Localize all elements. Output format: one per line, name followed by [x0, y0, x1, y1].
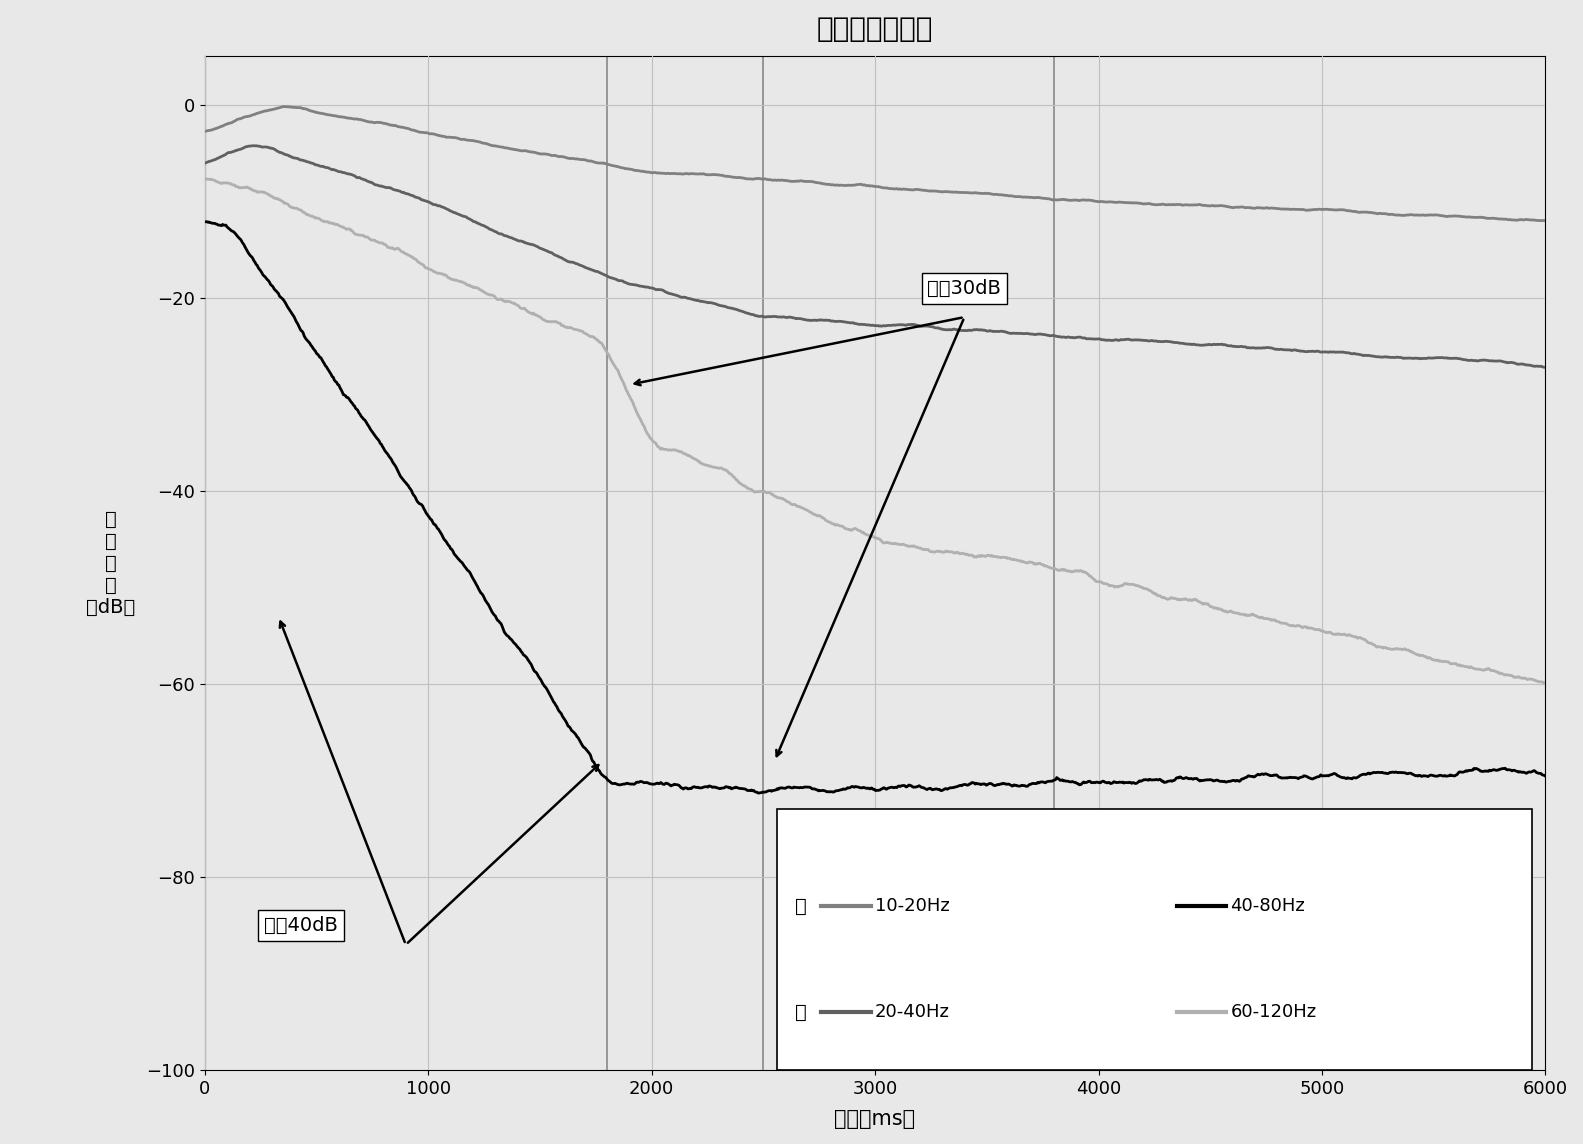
Text: 20-40Hz: 20-40Hz [875, 1003, 950, 1022]
Text: 40-80Hz: 40-80Hz [1230, 897, 1304, 915]
FancyBboxPatch shape [777, 810, 1532, 1070]
Text: 10-20Hz: 10-20Hz [875, 897, 950, 915]
Text: 例: 例 [795, 1003, 806, 1022]
Title: 道集内时频分析: 道集内时频分析 [817, 15, 934, 43]
Text: 衰减30dB: 衰减30dB [928, 279, 1002, 297]
Text: 60-120Hz: 60-120Hz [1230, 1003, 1317, 1022]
Text: 相
对
振
幅
（dB）: 相 对 振 幅 （dB） [85, 510, 136, 617]
Text: 图: 图 [795, 897, 806, 915]
X-axis label: 时间（ms）: 时间（ms） [834, 1109, 915, 1129]
Text: 衰减40dB: 衰减40dB [264, 916, 337, 935]
